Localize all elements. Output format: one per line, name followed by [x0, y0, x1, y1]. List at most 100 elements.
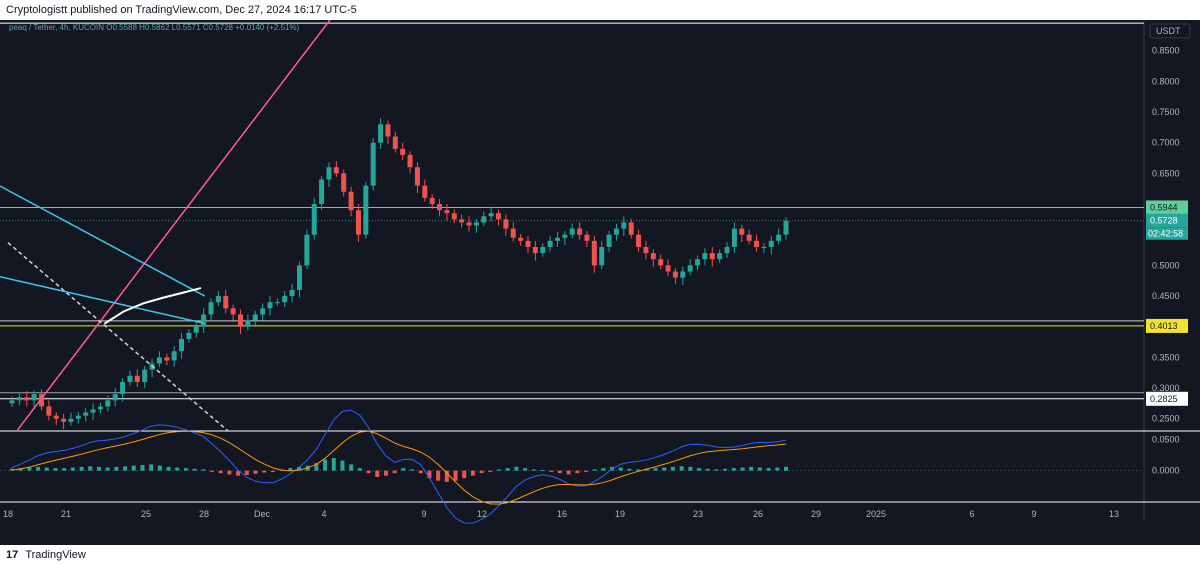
price-tick: 0.5000 — [1152, 260, 1180, 270]
white-moving-average — [103, 287, 202, 325]
candle-body — [761, 246, 767, 248]
macd-line — [11, 409, 787, 524]
candle-body — [695, 259, 701, 266]
candle-body — [333, 167, 339, 174]
candle-body — [61, 418, 67, 422]
macd-histogram-bar — [166, 466, 171, 471]
macd-histogram-bar — [175, 467, 180, 471]
macd-histogram-bar — [27, 467, 32, 471]
macd-histogram-bar — [670, 466, 675, 471]
time-tick: 6 — [969, 509, 974, 519]
price-tick: 0.3500 — [1152, 352, 1180, 362]
time-tick: 19 — [615, 509, 625, 519]
candle-body — [473, 222, 479, 226]
candle-body — [510, 228, 516, 238]
macd-histogram-bar — [314, 463, 319, 471]
candle-body — [238, 314, 244, 327]
candle-body — [591, 240, 597, 266]
candle-body — [680, 271, 686, 278]
currency-badge — [1149, 23, 1191, 39]
candle-body — [739, 228, 745, 235]
candle-body — [525, 240, 531, 247]
macd-histogram-bar — [749, 466, 754, 471]
candle-body — [245, 320, 251, 327]
price-tags: 0.5944 0.5728 02:42:58 0.4013 0.2825 — [1146, 200, 1188, 406]
macd-histogram-bar — [592, 469, 597, 471]
wedge-lower-line — [0, 276, 204, 324]
time-tick: 21 — [61, 509, 71, 519]
candle-body — [68, 418, 74, 422]
macd-histogram-bar — [296, 466, 301, 471]
macd-histogram-bar — [218, 470, 223, 474]
time-tick: 2025 — [866, 509, 886, 519]
candle-body — [385, 124, 391, 137]
macd-histogram-bar — [244, 470, 249, 476]
price-tick: 0.8000 — [1152, 76, 1180, 86]
macd-histogram-bar — [497, 469, 502, 471]
candle-body — [444, 210, 450, 214]
candle-body — [496, 213, 502, 220]
candle-body — [540, 246, 546, 254]
tradingview-logo-icon: 17 — [6, 549, 19, 561]
candle-body — [252, 314, 258, 321]
resistance-price-tag-bg — [1146, 200, 1188, 215]
candle-body — [488, 213, 494, 217]
candle-body — [53, 415, 59, 419]
wedge-upper-line — [0, 185, 206, 297]
time-axis: 18 21 25 28 Dec 4 9 12 16 19 23 26 29 2025 6 9 13 — [3, 509, 1119, 519]
candle-body — [702, 253, 708, 260]
macd-histogram-bar — [236, 470, 241, 476]
pink-uptrend-line — [17, 20, 331, 431]
macd-histogram-bar — [705, 468, 710, 471]
candle-body — [208, 302, 214, 315]
candle-body — [783, 220, 789, 235]
publish-header: Cryptologistt published on TradingView.c… — [0, 0, 1200, 20]
macd-histogram-bar — [462, 470, 467, 479]
macd-tick: 0.0000 — [1152, 466, 1180, 476]
price-tick: 0.3000 — [1152, 383, 1180, 393]
candle-body — [75, 415, 81, 419]
macd-histogram-bar — [453, 470, 458, 481]
candle-body — [127, 375, 133, 382]
time-tick: 23 — [693, 509, 703, 519]
support-price-tag-1: 0.4013 — [1150, 321, 1178, 331]
macd-histogram-bar — [183, 468, 188, 471]
macd-tick: 0.0500 — [1152, 434, 1180, 444]
candle-body — [459, 219, 465, 223]
candle-body — [171, 351, 177, 361]
candle-body — [481, 216, 487, 223]
macd-histogram-bar — [601, 468, 606, 471]
dashed-downtrend-line — [7, 242, 229, 432]
candle-body — [90, 409, 96, 413]
candle-body — [577, 228, 583, 235]
macd-histogram-bar — [270, 470, 275, 472]
macd-histogram-bar — [357, 468, 362, 471]
macd-histogram-bar — [636, 469, 641, 471]
trendlines — [0, 20, 331, 432]
candle-body — [532, 246, 538, 254]
macd-histogram-bar — [418, 470, 423, 474]
price-tick: 0.6500 — [1152, 168, 1180, 178]
price-chart[interactable]: peaq / Tether, 4h, KUCOIN O0.5588 H0.586… — [0, 20, 1200, 545]
macd-histogram-bar — [105, 467, 110, 471]
currency-label: USDT — [1156, 26, 1181, 36]
time-tick: 12 — [477, 509, 487, 519]
macd-histogram-bar — [523, 468, 528, 471]
time-tick: 16 — [557, 509, 567, 519]
candle-body — [599, 246, 605, 266]
candle-body — [46, 406, 52, 416]
macd-histogram-bar — [557, 470, 562, 474]
candle-body — [193, 326, 199, 333]
candle-body — [16, 397, 22, 401]
time-tick: Dec — [254, 509, 271, 519]
candle-body — [746, 234, 752, 241]
last-price-tag-bg — [1146, 213, 1188, 228]
macd-histogram-bar — [575, 470, 580, 474]
macd-histogram-bar — [540, 470, 545, 472]
time-tick: 25 — [141, 509, 151, 519]
macd-histogram-bar — [766, 468, 771, 471]
candle-body — [370, 142, 376, 186]
candle-body — [348, 191, 354, 211]
macd-histogram-bar — [149, 464, 154, 471]
macd-histogram-bar — [79, 466, 84, 471]
